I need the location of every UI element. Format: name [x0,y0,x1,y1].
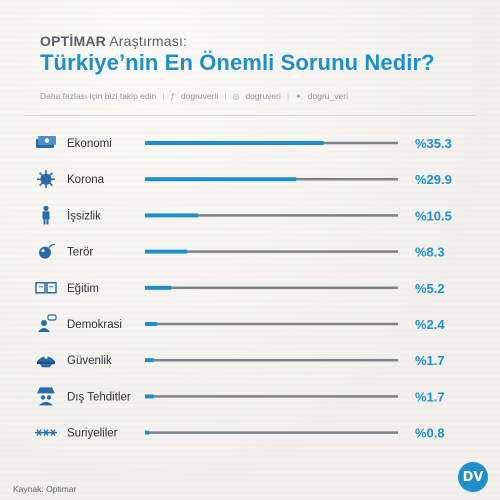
follow-bar: Daha fazlası için bizi takip edin | ƒ do… [40,91,348,101]
follow-text: Daha fazlası için bizi takip edin [40,91,157,101]
chart-row: Terör %8.3 [39,243,445,260]
instagram-handle[interactable]: dogruveri [245,91,281,101]
money-icon [36,136,56,148]
header: OPTİMAR Araştırması: Türkiye’nin En Önem… [40,33,435,76]
category-label: Eğitim [67,283,99,295]
police-cap-icon-band [37,361,55,365]
chart-title: Türkiye’nin En Önemli Sorunu Nedir? [40,50,435,75]
money-icon-coin [44,138,50,143]
category-label: Dış Tehditler [67,391,131,403]
bar [145,358,154,363]
category-label: Demokrasi [67,319,122,331]
chart-row: Ekonomi %35.3 [36,136,452,151]
virus-icon-body [40,173,52,185]
subtitle-rest: Araştırması: [105,33,188,49]
person-icon-body [42,211,50,220]
bar-track [145,395,398,398]
category-label: Suriyeliler [67,428,118,440]
book-icon-pages [35,282,57,294]
bomb-icon-fuse [48,243,56,249]
bar-track [145,431,398,434]
instagram-icon: ◎ [232,91,240,101]
category-label: Terör [67,247,93,259]
barbed-wire-icon [35,429,57,436]
spy-icon-body [39,401,53,406]
bar [145,141,324,145]
person-icon-leg [43,219,46,225]
police-cap-icon-visor [40,364,52,368]
twitter-handle[interactable]: dogru_veri [307,91,348,101]
bar [145,249,187,254]
bomb-icon-shine [41,249,45,253]
barbed-wire-icon-barb [50,429,56,436]
chart-subtitle: OPTİMAR Araştırması: [40,33,435,49]
bar-track [145,358,398,362]
spy-icon-lens [40,395,46,400]
data-label: %29.9 [415,172,452,187]
speech-person-icon-head [41,320,47,326]
category-label: Ekonomi [67,138,112,150]
header-divider [24,115,476,116]
person-icon-head [43,205,49,211]
spy-icon [37,387,55,406]
book-icon [35,282,57,294]
data-label: %10.5 [415,208,452,223]
bar-track [145,214,398,217]
chart-row: Suriyeliler %0.8 [35,426,445,441]
facebook-handle[interactable]: dogruverii [180,91,219,101]
chart-row: Demokrasi %2.4 [38,314,445,332]
bar-track [145,322,398,326]
data-label: %1.7 [415,389,445,404]
virus-icon [37,170,55,189]
data-label: %5.2 [415,281,445,296]
chart-row: Korona %29.9 [37,170,452,189]
facebook-icon: ƒ [170,91,175,101]
bar [145,322,158,326]
category-label: İşsizlik [67,209,101,222]
chart-row: Güvenlik %1.7 [37,353,445,368]
bar-track [145,286,398,290]
barbed-wire-icon-barb [43,429,49,436]
chart-row: Dış Tehditler %1.7 [37,387,445,406]
data-label: %0.8 [415,426,445,441]
brand-name: OPTİMAR [40,33,106,49]
twitter-icon: ✦ [295,91,302,101]
bar [145,285,172,290]
person-icon [42,205,50,225]
data-label: %1.7 [415,353,445,368]
police-cap-icon-badge [44,355,48,359]
bar [145,394,154,399]
barbed-wire-icon-barb [36,429,42,436]
bar [145,177,297,182]
bar [145,430,150,435]
speech-person-icon-body [38,328,50,332]
speech-person-icon [38,314,57,332]
data-label: %8.3 [415,245,445,260]
spy-icon-hat [37,387,55,394]
source-note: Kaynak: Optimar [13,484,77,494]
bar-track [145,250,398,253]
spy-icon-lens [46,395,52,400]
police-cap-icon [37,355,55,368]
data-label: %2.4 [415,317,445,332]
bomb-icon [39,243,56,259]
dv-logo: DV [458,462,488,492]
chart-row: İşsizlik %10.5 [42,205,452,225]
person-icon-leg [46,219,49,225]
bomb-icon-body [39,246,51,259]
speech-person-icon-bubble [47,314,57,321]
bar [145,213,199,218]
chart-row: Eğitim %5.2 [35,281,445,296]
category-label: Güvenlik [67,355,112,367]
category-label: Korona [67,174,105,186]
data-label: %35.3 [415,136,452,151]
